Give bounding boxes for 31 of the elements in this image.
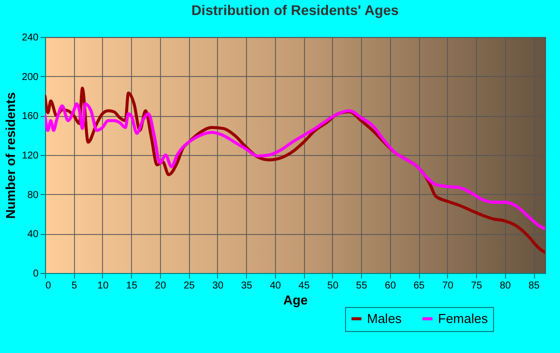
- x-axis-title: Age: [283, 292, 308, 308]
- y-tick-label: 120: [22, 150, 39, 162]
- y-tick-label: 240: [22, 32, 39, 44]
- x-tick-label: 70: [442, 280, 454, 292]
- legend-label: Males: [367, 310, 402, 326]
- x-tick-label: 10: [97, 280, 109, 292]
- x-tick-label: 45: [298, 280, 310, 292]
- x-tick-label: 25: [184, 280, 196, 292]
- x-tick-label: 75: [470, 280, 483, 292]
- y-tick-label: 40: [27, 229, 39, 240]
- x-tick-label: 85: [528, 280, 540, 292]
- y-tick-label: 160: [22, 111, 39, 122]
- x-tick-label: 55: [356, 280, 368, 292]
- y-tick-label: 0: [32, 268, 39, 280]
- x-tick-label: 50: [327, 280, 339, 292]
- x-tick-label: 0: [46, 280, 52, 292]
- x-tick-label: 5: [71, 280, 78, 292]
- x-tick-label: 15: [126, 280, 138, 292]
- x-tick-label: 60: [384, 280, 396, 292]
- chart-title: Distribution of Residents' Ages: [191, 2, 399, 18]
- x-tick-label: 20: [154, 280, 166, 292]
- legend-label: Females: [438, 310, 488, 326]
- x-tick-label: 30: [212, 280, 224, 292]
- x-tick-label: 65: [414, 280, 426, 292]
- y-tick-label: 80: [27, 190, 39, 201]
- y-tick-label: 200: [22, 72, 39, 83]
- line-series: [45, 102, 545, 230]
- x-tick-label: 40: [270, 280, 282, 292]
- x-tick-label: 80: [500, 280, 512, 292]
- x-tick-label: 35: [241, 280, 253, 292]
- y-axis-title: Number of residents: [2, 92, 18, 219]
